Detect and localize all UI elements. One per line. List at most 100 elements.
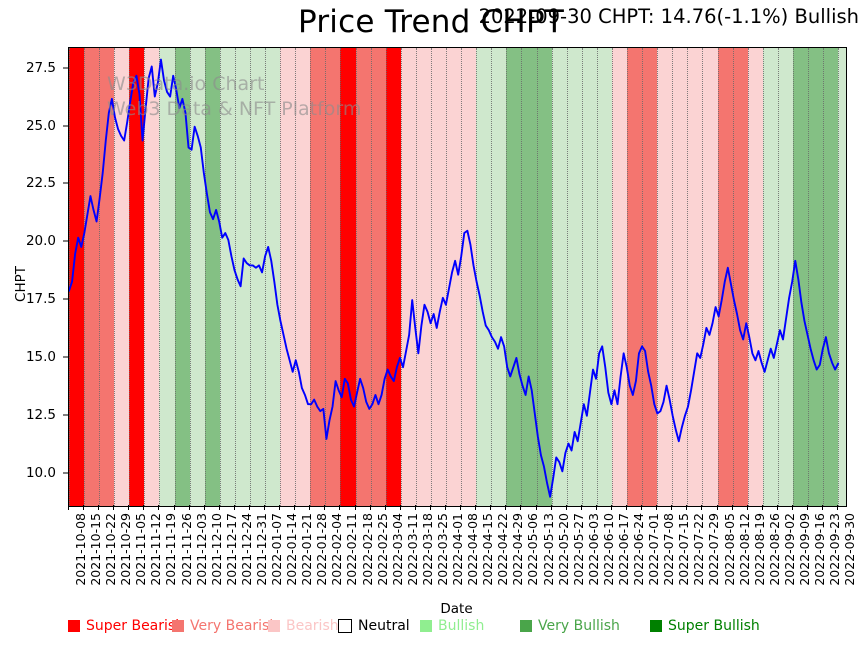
x-tick-label: 2022-02-18	[359, 513, 375, 586]
vertical-gridlines	[69, 48, 846, 506]
gridline	[114, 48, 116, 506]
x-tick-label: 2022-01-21	[299, 513, 315, 586]
x-tick-label: 2022-05-13	[540, 513, 556, 586]
x-tick-mark	[746, 505, 748, 510]
gridline	[400, 48, 402, 506]
gridline	[415, 48, 417, 506]
x-tick-label: 2022-06-10	[600, 513, 616, 586]
x-tick-label: 2022-03-25	[434, 513, 450, 586]
legend-item[interactable]: Very Bullish	[520, 618, 620, 634]
gridline	[280, 48, 282, 506]
x-tick-label: 2022-04-29	[510, 513, 526, 586]
y-tick-mark	[63, 298, 68, 300]
sentiment-band	[69, 48, 85, 506]
gridline	[551, 48, 553, 506]
legend-swatch	[420, 620, 432, 632]
x-tick-mark	[143, 505, 145, 510]
x-tick-mark	[791, 505, 793, 510]
gridline	[370, 48, 372, 506]
x-tick-mark	[264, 505, 266, 510]
x-tick-mark	[565, 505, 567, 510]
x-tick-mark	[776, 505, 778, 510]
x-tick-mark	[414, 505, 416, 510]
x-tick-mark	[731, 505, 733, 510]
x-tick-label: 2022-02-25	[374, 513, 390, 586]
gridline	[596, 48, 598, 506]
legend-item[interactable]: Bearish	[268, 618, 339, 634]
gridline	[687, 48, 689, 506]
gridline	[536, 48, 538, 506]
y-tick-label: 20.0	[25, 233, 56, 250]
x-tick-mark	[309, 505, 311, 510]
gridline	[581, 48, 583, 506]
gridline	[611, 48, 613, 506]
gridline	[144, 48, 146, 506]
x-tick-mark	[550, 505, 552, 510]
gridline	[310, 48, 312, 506]
x-tick-mark	[233, 505, 235, 510]
x-tick-label: 2021-10-08	[73, 513, 88, 586]
sentiment-band	[611, 48, 628, 506]
x-tick-mark	[475, 505, 477, 510]
gridline	[657, 48, 659, 506]
legend-swatch	[268, 620, 280, 632]
legend: Super Bearish Very Bearish Bearish Neutral B…	[0, 618, 862, 642]
x-tick-mark	[203, 505, 205, 510]
x-tick-mark	[641, 505, 643, 510]
x-axis-label: Date	[440, 601, 473, 617]
x-tick-label: 2022-06-17	[615, 513, 631, 586]
gridline	[295, 48, 297, 506]
gridline	[234, 48, 236, 506]
gridline	[838, 48, 840, 506]
x-tick-mark	[113, 505, 115, 510]
gridline	[189, 48, 191, 506]
gridline	[219, 48, 221, 506]
x-tick-label: 2021-12-10	[208, 513, 224, 586]
x-tick-label: 2022-04-01	[450, 513, 466, 586]
x-tick-mark	[656, 505, 658, 510]
sentiment-band	[385, 48, 402, 506]
x-tick-label: 2021-12-03	[193, 513, 209, 586]
gridline	[521, 48, 523, 506]
legend-item[interactable]: Very Bearish	[172, 618, 278, 634]
x-tick-mark	[490, 505, 492, 510]
x-tick-mark	[339, 505, 341, 510]
x-tick-label: 2022-02-11	[344, 513, 360, 586]
y-axis: 10.0 12.5 15.0 17.5 20.0 22.5 25.0 27.5	[0, 47, 68, 505]
x-tick-label: 2022-03-04	[389, 513, 405, 586]
gridline	[747, 48, 749, 506]
x-tick-label: 2022-09-16	[811, 513, 827, 586]
y-tick-mark	[63, 356, 68, 358]
sentiment-band	[129, 48, 145, 506]
gridline	[506, 48, 508, 506]
legend-item[interactable]: Bullish	[420, 618, 484, 634]
legend-label: Bearish	[286, 618, 339, 634]
page-title: Price Trend CHPT	[298, 4, 564, 40]
x-tick-label: 2021-10-15	[88, 513, 104, 586]
x-tick-label: 2021-11-19	[163, 513, 179, 586]
gridline	[807, 48, 809, 506]
x-tick-mark	[626, 505, 628, 510]
sentiment-band	[159, 48, 176, 506]
legend-label: Super Bearish	[86, 618, 185, 634]
x-tick-label: 2022-01-14	[284, 513, 300, 586]
legend-item[interactable]: Neutral	[338, 618, 410, 634]
y-tick-label: 27.5	[25, 59, 56, 76]
legend-item[interactable]: Super Bearish	[68, 618, 184, 634]
x-tick-label: 2021-12-24	[238, 513, 254, 586]
x-tick-label: 2022-08-19	[751, 513, 767, 586]
legend-item[interactable]: Super Bullish	[650, 618, 760, 634]
x-tick-label: 2022-09-23	[827, 513, 843, 586]
legend-swatch	[650, 620, 662, 632]
gridline	[777, 48, 779, 506]
x-tick-mark	[716, 505, 718, 510]
gridline	[732, 48, 734, 506]
x-tick-label: 2021-10-29	[118, 513, 134, 586]
x-tick-label: 2021-11-05	[133, 513, 149, 586]
x-tick-mark	[173, 505, 175, 510]
gridline	[446, 48, 448, 506]
gridline	[430, 48, 432, 506]
x-tick-mark	[822, 505, 824, 510]
x-tick-mark	[324, 505, 326, 510]
x-tick-label: 2022-06-24	[631, 513, 647, 586]
